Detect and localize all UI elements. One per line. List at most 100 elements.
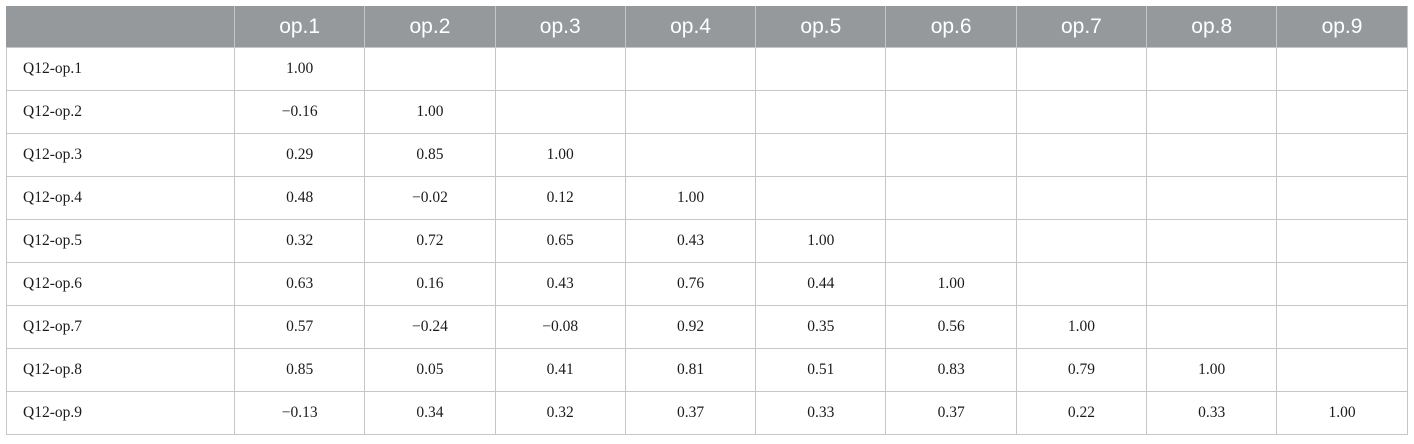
correlation-cell: 0.85 [364,133,496,177]
row-label: Q12-op.7 [6,305,235,349]
correlation-cell [885,90,1017,134]
correlation-cell: 0.81 [624,348,757,392]
correlation-cell [1276,47,1408,91]
header-row: op.1 op.2 op.3 op.4 op.5 op.6 op.7 op.8 … [6,6,1408,48]
correlation-cell: 0.34 [364,391,496,435]
column-header: op.2 [364,6,496,48]
column-header: op.9 [1276,6,1408,48]
table-row: Q12-op.3 0.29 0.85 1.00 [6,133,1408,177]
correlation-cell: −0.24 [364,305,496,349]
correlation-cell [1276,262,1408,306]
table-row: Q12-op.1 1.00 [6,47,1408,91]
column-header: op.1 [233,6,366,48]
correlation-cell [1276,176,1408,220]
correlation-cell [624,90,757,134]
row-label: Q12-op.6 [6,262,235,306]
correlation-cell: 0.32 [233,219,366,263]
correlation-cell: 0.05 [364,348,496,392]
column-header: op.3 [494,6,626,48]
correlation-cell: 0.22 [1015,391,1148,435]
correlation-cell [494,47,626,91]
correlation-cell [1146,133,1278,177]
correlation-cell: −0.02 [364,176,496,220]
correlation-cell [1276,305,1408,349]
table-body: Q12-op.1 1.00 Q12-op.2 −0.16 1.00 Q12-op.3 0.2… [6,47,1408,435]
table-row: Q12-op.4 0.48 −0.02 0.12 1.00 [6,176,1408,220]
correlation-cell [885,176,1017,220]
correlation-cell [494,90,626,134]
correlation-cell [885,219,1017,263]
correlation-cell: 0.41 [494,348,626,392]
correlation-cell: 0.12 [494,176,626,220]
row-label: Q12-op.8 [6,348,235,392]
table-row: Q12-op.7 0.57 −0.24 −0.08 0.92 0.35 0.56 1.00 [6,305,1408,349]
correlation-cell: 1.00 [624,176,757,220]
correlation-cell [1146,219,1278,263]
correlation-cell [1015,176,1148,220]
correlation-cell: 0.51 [755,348,887,392]
correlation-cell [1015,219,1148,263]
column-header: op.4 [624,6,757,48]
correlation-cell [1015,90,1148,134]
correlation-cell: 0.37 [885,391,1017,435]
correlation-table: op.1 op.2 op.3 op.4 op.5 op.6 op.7 op.8 … [6,6,1408,435]
correlation-cell: 1.00 [885,262,1017,306]
correlation-cell: 1.00 [755,219,887,263]
correlation-cell: 0.43 [624,219,757,263]
column-header: op.7 [1015,6,1148,48]
correlation-cell [885,47,1017,91]
table-row: Q12-op.8 0.85 0.05 0.41 0.81 0.51 0.83 0.79 1.00 [6,348,1408,392]
row-label: Q12-op.5 [6,219,235,263]
correlation-cell: 0.33 [1146,391,1278,435]
correlation-cell [1015,262,1148,306]
table-header: op.1 op.2 op.3 op.4 op.5 op.6 op.7 op.8 … [6,6,1408,48]
correlation-cell: 0.35 [755,305,887,349]
correlation-cell: 0.32 [494,391,626,435]
correlation-cell [624,133,757,177]
correlation-cell: −0.13 [233,391,366,435]
correlation-cell: 0.16 [364,262,496,306]
correlation-cell: 0.29 [233,133,366,177]
correlation-cell [624,47,757,91]
column-header: op.6 [885,6,1017,48]
row-label: Q12-op.2 [6,90,235,134]
correlation-cell [755,176,887,220]
table-row: Q12-op.2 −0.16 1.00 [6,90,1408,134]
table-row: Q12-op.5 0.32 0.72 0.65 0.43 1.00 [6,219,1408,263]
header-corner-cell [6,6,235,48]
row-label: Q12-op.9 [6,391,235,435]
correlation-cell [1276,90,1408,134]
table-row: Q12-op.6 0.63 0.16 0.43 0.76 0.44 1.00 [6,262,1408,306]
row-label: Q12-op.1 [6,47,235,91]
correlation-cell: 0.63 [233,262,366,306]
correlation-cell: 0.33 [755,391,887,435]
correlation-cell: 0.92 [624,305,757,349]
correlation-cell [1276,133,1408,177]
column-header: op.5 [755,6,887,48]
correlation-cell: 0.76 [624,262,757,306]
correlation-cell: 0.85 [233,348,366,392]
table-row: Q12-op.9 −0.13 0.34 0.32 0.37 0.33 0.37 0.22 0.3… [6,391,1408,435]
correlation-cell: −0.16 [233,90,366,134]
correlation-cell: 0.44 [755,262,887,306]
row-label: Q12-op.3 [6,133,235,177]
correlation-cell: 0.79 [1015,348,1148,392]
column-header: op.8 [1146,6,1278,48]
correlation-cell [755,133,887,177]
correlation-cell [1146,90,1278,134]
correlation-cell: 0.57 [233,305,366,349]
correlation-cell [1015,133,1148,177]
correlation-cell: 0.48 [233,176,366,220]
correlation-cell [1146,176,1278,220]
correlation-cell [364,47,496,91]
correlation-cell: −0.08 [494,305,626,349]
correlation-cell: 1.00 [364,90,496,134]
correlation-cell [755,90,887,134]
correlation-cell [755,47,887,91]
correlation-cell: 0.37 [624,391,757,435]
correlation-cell: 0.83 [885,348,1017,392]
correlation-cell [1015,47,1148,91]
correlation-cell [1146,47,1278,91]
correlation-cell: 0.65 [494,219,626,263]
correlation-cell: 1.00 [1146,348,1278,392]
